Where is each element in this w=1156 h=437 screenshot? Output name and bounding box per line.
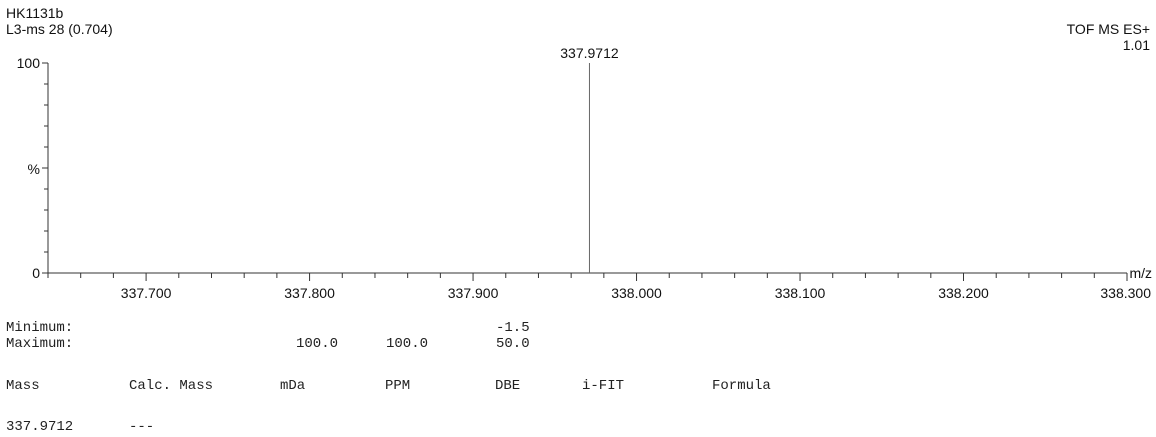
peak-label: 337.9712 bbox=[560, 45, 619, 61]
minimum-label: Minimum: bbox=[6, 320, 74, 336]
header-ppm: PPM bbox=[385, 378, 411, 394]
sample-name: HK1131b bbox=[6, 5, 64, 21]
header-ifit: i-FIT bbox=[582, 378, 625, 394]
scan-info: L3-ms 28 (0.704) bbox=[6, 21, 113, 37]
x-tick-label: 338.000 bbox=[611, 285, 662, 301]
y-axis-label: % bbox=[28, 161, 40, 177]
x-tick-label: 337.700 bbox=[121, 285, 172, 301]
max-dbe-value: 50.0 bbox=[496, 336, 530, 352]
row-calc-mass: --- bbox=[129, 419, 155, 435]
peaks: 337.9712 bbox=[560, 45, 619, 273]
maximum-label: Maximum: bbox=[6, 336, 74, 352]
x-tick-labels: 337.700 337.800 337.900 338.000 338.100 338.2… bbox=[121, 285, 1151, 301]
x-tick-label: 338.300 bbox=[1100, 285, 1151, 301]
min-dbe-value: -1.5 bbox=[496, 320, 530, 336]
x-tick-label: 337.900 bbox=[448, 285, 499, 301]
row-mass: 337.9712 bbox=[6, 419, 74, 435]
acquisition-mode: TOF MS ES+ bbox=[1066, 21, 1150, 37]
y-minor-ticks bbox=[42, 62, 48, 274]
header-mass: Mass bbox=[6, 378, 40, 394]
axes bbox=[42, 62, 1128, 281]
mass-spectrum-chart: 100 % 0 m/z 337.700 337.800 337.900 338.000… bbox=[17, 45, 1152, 301]
x-tick-label: 338.100 bbox=[775, 285, 826, 301]
y-tick-label-0: 0 bbox=[32, 265, 40, 281]
x-tick-label: 338.200 bbox=[938, 285, 989, 301]
x-minor-ticks bbox=[47, 273, 1128, 281]
header-formula: Formula bbox=[712, 378, 771, 394]
header-mda: mDa bbox=[280, 378, 306, 394]
x-tick-label: 337.800 bbox=[284, 285, 335, 301]
base-peak-intensity: 1.01 bbox=[1122, 37, 1150, 53]
max-mda-value: 100.0 bbox=[296, 336, 339, 352]
header-calc-mass: Calc. Mass bbox=[129, 378, 214, 394]
max-ppm-value: 100.0 bbox=[386, 336, 429, 352]
header-dbe: DBE bbox=[495, 378, 521, 394]
y-tick-label-100: 100 bbox=[17, 55, 41, 71]
x-axis-label: m/z bbox=[1129, 265, 1152, 281]
